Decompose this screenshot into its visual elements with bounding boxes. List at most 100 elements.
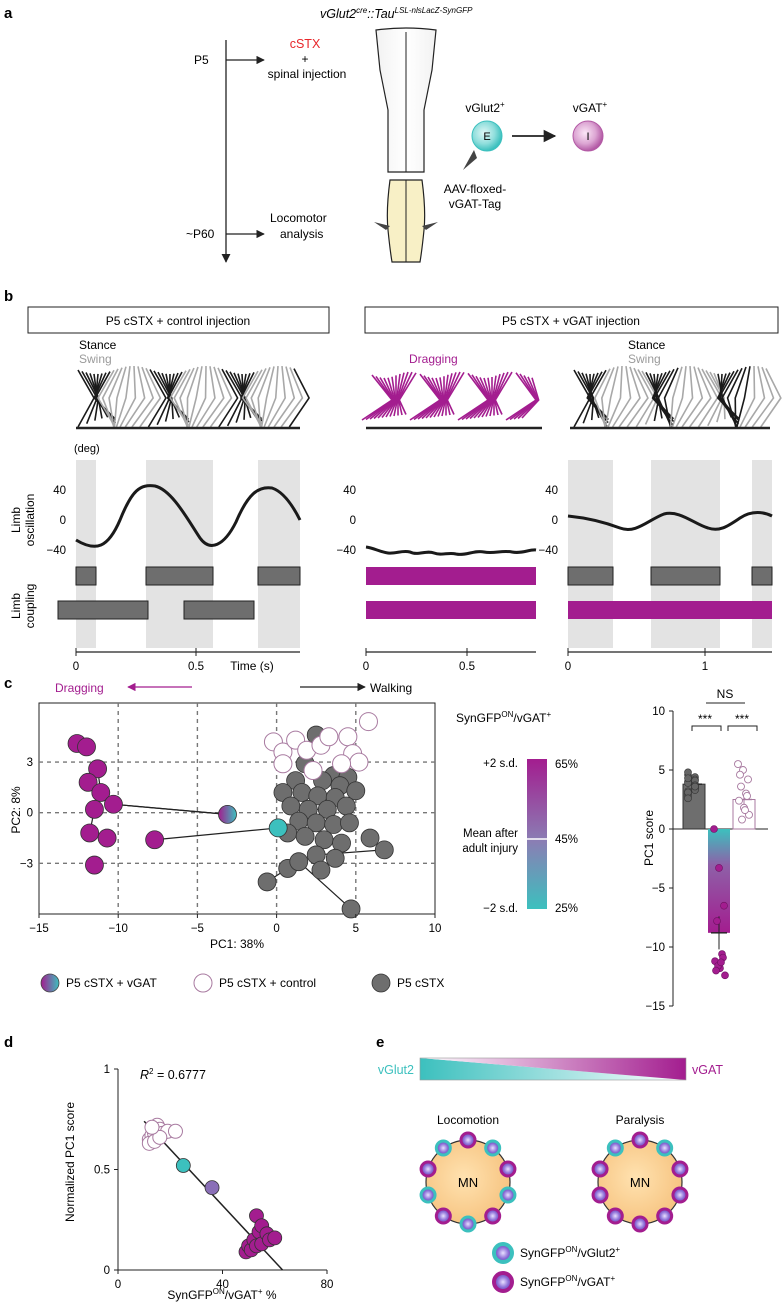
oscillation-trace-dragging (365, 545, 537, 556)
pca-point-cstx (289, 852, 309, 872)
motor-neuron-paralysis: MN (591, 1131, 689, 1233)
pca-point-vgat (77, 737, 96, 757)
excitatory-neuron (471, 120, 503, 152)
bouton-vglut2 (434, 1139, 452, 1157)
pca-point-control (319, 727, 339, 747)
pca-point-control (332, 754, 352, 774)
d-ylabel: Normalized PC1 score (63, 1102, 77, 1222)
bar-point-vgat (721, 971, 729, 980)
pca-point-cstx (346, 781, 366, 801)
virus-needle (463, 150, 477, 170)
legend-vgat-marker (40, 973, 60, 993)
pca-point-vgat (78, 772, 98, 792)
locomotion-label: Locomotion (437, 1113, 499, 1127)
colorbar-minus2sd: −2 s.d. (483, 903, 518, 915)
pca-point-control (349, 752, 369, 772)
coupling-bar-m2 (366, 601, 536, 619)
pca-plot-frame (38, 702, 436, 915)
panel-b-letter: b (4, 288, 13, 305)
deg-label: (deg) (74, 443, 100, 455)
pca-point-vgat (145, 830, 165, 850)
xtick-label-right-1: 1 (702, 661, 708, 673)
bar-point-vgat (713, 917, 721, 925)
bouton-vglut2 (656, 1139, 674, 1157)
colorbar-25: 25% (555, 903, 578, 915)
sig-label-2: *** (735, 712, 749, 726)
pca-ytick-label: 0 (27, 808, 33, 820)
pca-connector (154, 827, 279, 841)
pca-xtick-label: 5 (353, 923, 359, 935)
pca-point-vgat (268, 818, 288, 838)
coupling-bar-l3 (257, 566, 301, 586)
pca-xtick-label: 0 (273, 923, 279, 935)
pca-connector (113, 803, 228, 816)
bar-point-cstx (691, 782, 699, 791)
stance-label-left: Stance (79, 338, 117, 352)
pca-ytick-label: −3 (20, 858, 33, 870)
bar-ytick-label: 5 (659, 765, 665, 777)
colorbar (527, 759, 547, 909)
pca-point-control (338, 727, 358, 747)
pca-point-cstx (360, 828, 380, 848)
d-ytick-label: 0 (104, 1265, 110, 1277)
bouton-vgat (631, 1131, 649, 1149)
pca-point-vgat (88, 759, 108, 779)
coupling-ylabel-1: Limb (9, 593, 23, 619)
ytick-m40-left: −40 (46, 545, 66, 557)
pca-points (67, 712, 394, 919)
pca-point-vgat (85, 855, 104, 875)
legend-vglut2-label: SynGFPON/vGlut2+ (520, 1245, 620, 1260)
colorbar-plus2sd: +2 s.d. (483, 758, 518, 770)
genotype-label: vGlut2cre::TauLSL-nlsLacZ-SynGFP (320, 6, 473, 21)
cstx-label: cSTX (290, 37, 321, 51)
legend-cstx-label: P5 cSTX (397, 976, 444, 990)
bar-point-cstx (684, 794, 692, 803)
sig-label-1: *** (698, 712, 712, 726)
bar-point-vgat (720, 901, 728, 910)
ytick-0-left: 0 (60, 515, 66, 527)
sig-bracket-2 (727, 725, 758, 731)
ytick-0-mid: 0 (350, 515, 356, 527)
bar-ylabel: PC1 score (642, 810, 656, 866)
coupling-bar-l2 (145, 566, 214, 586)
analysis-label: analysis (280, 227, 323, 241)
bouton-vglut2 (419, 1186, 437, 1204)
stick-diagram-control (77, 365, 310, 428)
bouton-vgat (671, 1160, 689, 1178)
pca-xtick-label: −15 (29, 923, 49, 935)
panel-e: e vGlut2 vGAT Locomotion Paralysis MN MN… (376, 1034, 723, 1293)
panel-a: a vGlut2cre::TauLSL-nlsLacZ-SynGFP P5 cS… (4, 5, 608, 263)
panel-a-letter: a (4, 5, 13, 22)
bar-point-control (743, 792, 751, 800)
xtick-label-left-05: 0.5 (188, 661, 204, 673)
xtick-label-mid-0: 0 (363, 661, 369, 673)
plus-label: + (301, 52, 308, 66)
pca-ylabel: PC2: 8% (9, 786, 23, 834)
control-injection-box (27, 306, 330, 334)
pca-point-vgat (80, 823, 100, 843)
d-point-vgat (204, 1180, 220, 1195)
coupling-ylabel-2: coupling (23, 584, 37, 629)
ytick-40-right: 40 (545, 485, 558, 497)
ytick-m40-right: −40 (538, 545, 558, 557)
pca-point-cstx (336, 796, 356, 816)
legend-vgat-label: P5 cSTX + vGAT (66, 976, 157, 990)
pca-xtick-label: 10 (429, 923, 442, 935)
gradient-frame (419, 1057, 687, 1081)
pca-point-control (358, 712, 378, 732)
d-point-control (144, 1119, 160, 1135)
panel-e-letter: e (376, 1034, 384, 1051)
swing-label-right: Swing (628, 352, 661, 366)
pca-point-cstx (324, 815, 344, 834)
pca-point-cstx (340, 813, 359, 833)
bouton-vgat (671, 1186, 689, 1204)
d-xtick-label: 40 (216, 1279, 229, 1291)
bar-point-vgat (712, 966, 720, 975)
bar-ytick-label: −10 (645, 942, 665, 954)
xtick-label-right-0: 0 (565, 661, 571, 673)
bouton-vglut2 (499, 1186, 517, 1204)
pca-point-cstx (311, 860, 331, 880)
d-point-vgat (267, 1230, 283, 1246)
stance-label-right: Stance (628, 338, 666, 352)
pca-connector (298, 861, 352, 910)
